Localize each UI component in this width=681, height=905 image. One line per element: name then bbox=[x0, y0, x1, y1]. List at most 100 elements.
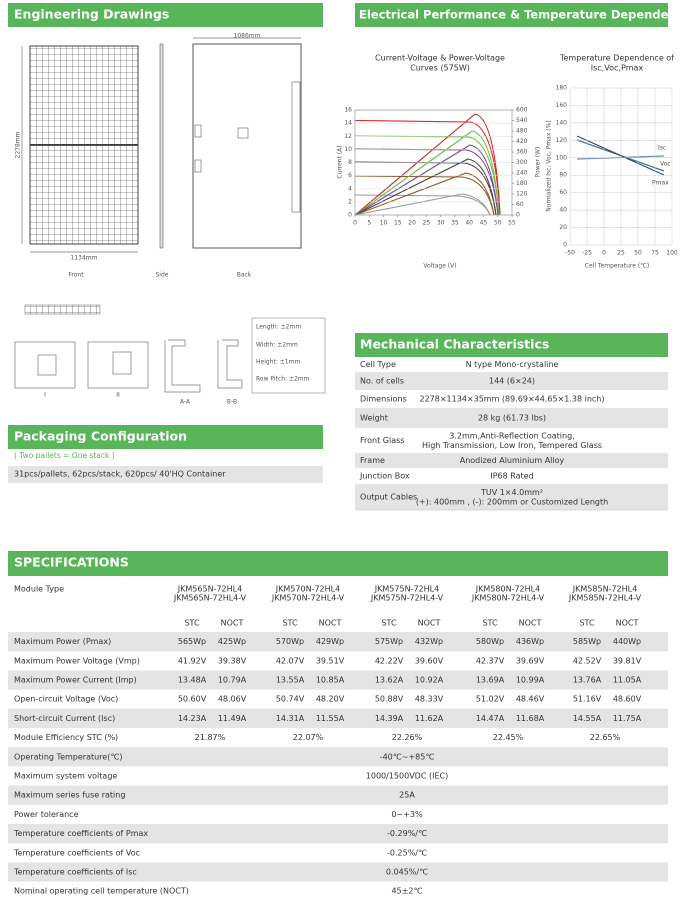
x-tick-label: 30 bbox=[437, 220, 445, 227]
row-value: 39.38V bbox=[218, 656, 247, 665]
row-value: 0~+3% bbox=[391, 810, 423, 819]
row-value: 42.37V bbox=[476, 656, 505, 665]
axis-label: Voltage (V) bbox=[423, 263, 456, 270]
y-tick-label: 4 bbox=[348, 185, 352, 192]
row-value: 0.045%/℃ bbox=[386, 868, 428, 877]
dimension: 1086mm bbox=[234, 33, 261, 40]
row-value: -0.29%/℃ bbox=[387, 829, 427, 838]
series-label: Isc bbox=[658, 145, 666, 152]
header-bar bbox=[8, 551, 668, 576]
row-label: Temperature coefficients of Isc bbox=[13, 868, 137, 877]
row-value: 11.05A bbox=[613, 676, 642, 685]
model-name: JKM565N-72HL4 bbox=[177, 585, 242, 594]
view-label: Front bbox=[68, 272, 84, 279]
row-value: 585Wp bbox=[573, 637, 601, 646]
y2-tick-label: 540 bbox=[516, 117, 528, 124]
x-tick-label: 25 bbox=[617, 250, 625, 257]
x-tick-label: 20 bbox=[408, 220, 416, 227]
x-tick-label: 45 bbox=[480, 220, 488, 227]
y2-tick-label: 420 bbox=[516, 138, 528, 145]
tolerance: Height: ±1mm bbox=[256, 359, 300, 366]
x-tick-label: 5 bbox=[367, 220, 371, 227]
row-value: IP68 Rated bbox=[490, 472, 533, 481]
detail-label: B-B bbox=[227, 399, 237, 406]
y-tick-label: 12 bbox=[344, 133, 352, 140]
row-bg bbox=[8, 785, 668, 805]
junction-box bbox=[237, 127, 249, 139]
condition: NOCT bbox=[319, 619, 342, 628]
detail-label: I bbox=[44, 392, 46, 399]
row-value: 14.23A bbox=[178, 714, 207, 723]
row-value: 13.69A bbox=[476, 676, 505, 685]
series-label: Voc bbox=[660, 161, 671, 168]
row-label: Open-circuit Voltage (Voc) bbox=[14, 695, 118, 704]
header-bar bbox=[8, 3, 323, 27]
drawings bbox=[14, 37, 326, 394]
tolerance: Width: ±2mm bbox=[256, 342, 298, 349]
row-value: N type Mono-crystaline bbox=[466, 360, 559, 369]
condition: STC bbox=[482, 619, 497, 628]
row-value: 48.60V bbox=[613, 695, 642, 704]
pv-curve bbox=[354, 144, 499, 216]
section-title: Electrical Performance & Temperature Dep… bbox=[359, 8, 681, 22]
row-value: 39.81V bbox=[613, 656, 642, 665]
hole bbox=[194, 159, 202, 173]
profile-bb bbox=[217, 339, 243, 389]
row-value: 425Wp bbox=[218, 637, 246, 646]
row-value: Anodized Aluminium Alloy bbox=[460, 456, 565, 465]
row-value: 22.07% bbox=[293, 733, 324, 742]
row-label: Maximum series fuse rating bbox=[14, 791, 125, 800]
row-value: 10.92A bbox=[415, 676, 444, 685]
row-value: 42.07V bbox=[276, 656, 305, 665]
row-bg bbox=[8, 708, 668, 728]
row-label: Cell Type bbox=[360, 360, 396, 369]
row-label: Power tolerance bbox=[14, 810, 79, 819]
condition: NOCT bbox=[418, 619, 441, 628]
y-tick-label: 160 bbox=[556, 102, 568, 109]
headers bbox=[8, 3, 668, 576]
row-value: 3.2mm,Anti-Reflection Coating, bbox=[449, 431, 574, 440]
y-tick-label: 10 bbox=[344, 146, 352, 153]
row-label: Nominal operating cell temperature (NOCT… bbox=[14, 887, 189, 896]
row-label: Weight bbox=[360, 414, 388, 423]
tolerance-box bbox=[251, 317, 326, 394]
y-tick-label: 2 bbox=[348, 198, 352, 205]
model-name: JKM580N-72HL4-V bbox=[471, 594, 545, 603]
x-tick-label: 75 bbox=[651, 250, 659, 257]
row-value: 10.79A bbox=[218, 676, 247, 685]
x-tick-label: -25 bbox=[582, 250, 592, 257]
pmax-line bbox=[576, 135, 665, 176]
row-value: 22.45% bbox=[493, 733, 524, 742]
row-label: Module Efficiency STC (%) bbox=[14, 733, 118, 742]
row-label: Front Glass bbox=[360, 436, 404, 445]
axis-label: Current (A) bbox=[337, 145, 344, 178]
row-value: -40℃~+85℃ bbox=[380, 752, 435, 761]
chart-title: Isc,Voc,Pmax bbox=[591, 64, 644, 73]
row-bg bbox=[355, 372, 668, 390]
row-label: Dimensions bbox=[360, 395, 407, 404]
row-label: Short-circuit Current (Isc) bbox=[14, 714, 115, 723]
y2-tick-label: 360 bbox=[516, 149, 528, 156]
back-panel bbox=[192, 43, 302, 249]
view-label: Side bbox=[156, 272, 169, 279]
series-label: Pmax bbox=[652, 180, 669, 187]
x-tick-label: 25 bbox=[423, 220, 431, 227]
row-label: No. of cells bbox=[360, 377, 404, 386]
row-bg bbox=[8, 824, 668, 844]
y2-tick-label: 240 bbox=[516, 170, 528, 177]
row-value: 28 kg (61.73 lbs) bbox=[478, 414, 546, 423]
x-tick-label: 50 bbox=[494, 220, 502, 227]
row-value: 14.55A bbox=[573, 714, 602, 723]
y-tick-label: 16 bbox=[344, 107, 352, 114]
x-tick-label: 50 bbox=[634, 250, 642, 257]
iv-curves bbox=[354, 113, 501, 216]
row-value: 21.87% bbox=[195, 733, 226, 742]
x-tick-label: 40 bbox=[465, 220, 473, 227]
row-value: 41.92V bbox=[178, 656, 207, 665]
note: ( Two pallets = One stack ) bbox=[14, 451, 115, 460]
dimension: 2278mm bbox=[15, 131, 22, 158]
y2-tick-label: 480 bbox=[516, 128, 528, 135]
y-tick-label: 140 bbox=[556, 119, 568, 126]
section-title: Engineering Drawings bbox=[14, 7, 169, 22]
y-tick-label: 8 bbox=[348, 159, 352, 166]
